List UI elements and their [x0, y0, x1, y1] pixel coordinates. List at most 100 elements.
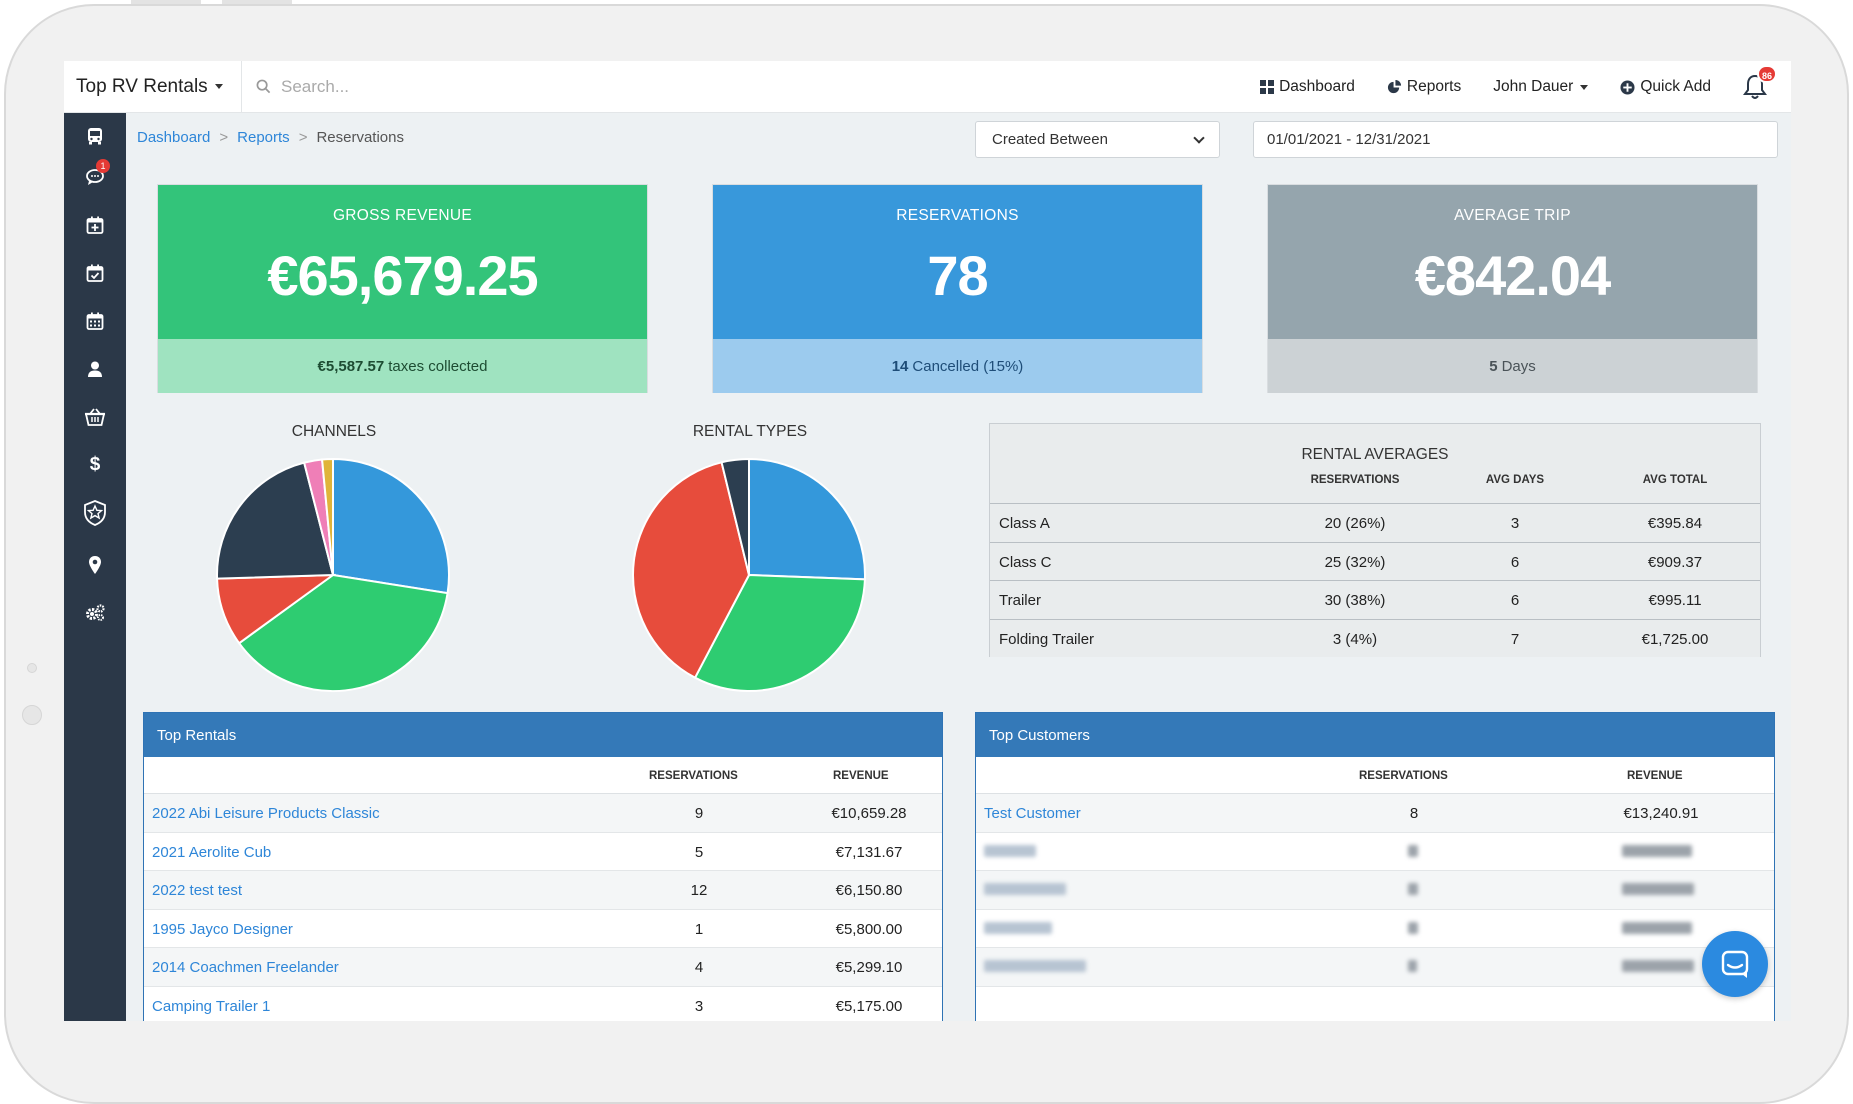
- rental-type-avg-total: €395.84: [1647, 515, 1703, 532]
- table-row: Trailer 30 (38%) 6 €995.11: [990, 580, 1760, 619]
- nav-reports-label: Reports: [1406, 78, 1462, 95]
- user-icon: [88, 361, 102, 377]
- rental-type-name: Class C: [999, 553, 1052, 571]
- notification-count-badge: 86: [1756, 65, 1777, 83]
- pie-slice[interactable]: [332, 457, 450, 595]
- column-header: AVG DAYS: [1485, 474, 1545, 486]
- top-rentals-body: 2022 Abi Leisure Products Classic 9 €10,…: [144, 794, 942, 1021]
- pie-slice[interactable]: [748, 457, 866, 581]
- breadcrumb-reports[interactable]: Reports: [237, 129, 290, 146]
- redacted-reservations: [1408, 844, 1418, 861]
- sidebar-item-confirmed[interactable]: [64, 253, 126, 293]
- table-row-redacted: [976, 910, 1774, 948]
- date-range-input[interactable]: [1253, 121, 1778, 158]
- sidebar-item-new-reservation[interactable]: [64, 205, 126, 245]
- sidebar-item-settings[interactable]: [64, 593, 126, 633]
- top-customers-title: Top Customers: [976, 713, 1774, 757]
- breadcrumb: Dashboard > Reports > Reservations: [137, 129, 404, 146]
- user-menu[interactable]: John Dauer: [1493, 78, 1589, 96]
- gross-revenue-card-top: GROSS REVENUE €65,679.25: [158, 185, 647, 339]
- pie-slice[interactable]: [693, 573, 866, 692]
- pie-chart-icon: [1387, 79, 1401, 93]
- redacted-customer-name[interactable]: [984, 921, 1052, 938]
- brand-dropdown[interactable]: Top RV Rentals: [64, 61, 242, 113]
- rental-type-name: Class A: [999, 515, 1050, 532]
- chevron-down-icon: [1193, 131, 1205, 144]
- rental-link[interactable]: 2022 test test: [152, 882, 243, 899]
- sidebar-item-calendar[interactable]: [64, 301, 126, 341]
- rental-type-reservations: 3 (4%): [1332, 630, 1378, 648]
- average-trip-value: €842.04: [1414, 244, 1611, 307]
- breadcrumb-dashboard[interactable]: Dashboard: [137, 129, 211, 146]
- grid-icon: [1260, 80, 1275, 94]
- rental-type-avg-days: 7: [1510, 630, 1520, 648]
- rental-link[interactable]: 1995 Jayco Designer: [152, 920, 293, 938]
- column-header: AVG TOTAL: [1642, 474, 1708, 486]
- sidebar-item-customers[interactable]: [64, 349, 126, 389]
- redacted-reservations: [1408, 882, 1418, 899]
- pie-slice[interactable]: [632, 461, 751, 680]
- rental-revenue: €10,659.28: [831, 805, 907, 822]
- calendar-plus-icon: [86, 216, 104, 234]
- channels-chart-title: CHANNELS: [291, 423, 377, 440]
- sidebar-item-store[interactable]: [64, 397, 126, 437]
- rental-type-avg-days: 6: [1510, 592, 1520, 609]
- sidebar-item-insurance[interactable]: [64, 493, 126, 533]
- messages-badge: 1: [96, 159, 110, 173]
- rental-averages-header: RESERVATIONS AVG DAYS AVG TOTAL: [990, 464, 1760, 494]
- nav-reports-link[interactable]: Reports: [1387, 78, 1461, 96]
- cancelled-label: Cancelled (15%): [912, 357, 1024, 375]
- redacted-reservations: [1408, 921, 1418, 938]
- column-header: REVENUE: [833, 770, 889, 782]
- reservations-card: RESERVATIONS 78 14 Cancelled (15%): [712, 184, 1203, 393]
- chat-launcher-button[interactable]: [1702, 931, 1768, 997]
- device-camera: [22, 705, 42, 725]
- pie-slice[interactable]: [237, 573, 449, 692]
- rental-link[interactable]: 2022 Abi Leisure Products Classic: [152, 805, 380, 822]
- date-type-value: Created Between: [992, 131, 1108, 148]
- breadcrumb-separator: >: [298, 129, 308, 146]
- gross-revenue-card: GROSS REVENUE €65,679.25 €5,587.57 taxes…: [157, 184, 648, 393]
- rental-reservations: 3: [694, 997, 704, 1015]
- cancelled-count: 14: [891, 357, 909, 375]
- rental-reservations: 4: [694, 959, 704, 976]
- search-input[interactable]: [281, 76, 781, 97]
- pie-slice[interactable]: [320, 457, 334, 576]
- brand-name: Top RV Rentals: [76, 75, 208, 97]
- rental-link[interactable]: 2014 Coachmen Freelander: [152, 959, 339, 976]
- search-box: [242, 61, 842, 113]
- redacted-customer-name[interactable]: [984, 882, 1066, 899]
- top-customers-header: RESERVATIONS REVENUE: [976, 757, 1774, 794]
- notifications-button[interactable]: 86: [1743, 65, 1777, 100]
- pie-slice[interactable]: [720, 457, 750, 576]
- column-header: RESERVATIONS: [649, 770, 738, 782]
- average-trip-card-top: AVERAGE TRIP €842.04: [1268, 185, 1757, 339]
- map-pin-icon: [89, 556, 101, 574]
- channels-pie-chart: [216, 457, 450, 692]
- breadcrumb-separator: >: [219, 129, 229, 146]
- redacted-customer-name[interactable]: [984, 959, 1086, 976]
- rental-revenue: €6,150.80: [835, 882, 903, 899]
- device-sensor: [27, 663, 37, 673]
- pie-slice[interactable]: [216, 461, 335, 580]
- sidebar-item-rentals[interactable]: [64, 116, 126, 156]
- caret-down-icon: [214, 84, 223, 89]
- table-row: 2021 Aerolite Cub 5 €7,131.67: [144, 833, 942, 871]
- sidebar-item-locations[interactable]: [64, 545, 126, 585]
- sidebar-item-messages[interactable]: 1: [64, 157, 126, 197]
- rental-revenue: €5,175.00: [835, 997, 903, 1015]
- rental-link[interactable]: Camping Trailer 1: [152, 997, 271, 1015]
- customer-link[interactable]: Test Customer: [984, 805, 1081, 822]
- user-name: John Dauer: [1493, 78, 1574, 95]
- quick-add-button[interactable]: Quick Add: [1620, 78, 1711, 96]
- redacted-reservations: [1408, 959, 1417, 976]
- top-rentals-title: Top Rentals: [144, 713, 942, 757]
- sidebar-item-payments[interactable]: $: [64, 445, 126, 485]
- date-type-select[interactable]: Created Between: [975, 121, 1220, 158]
- rental-reservations: 5: [694, 843, 704, 861]
- calendar-icon: [86, 312, 104, 330]
- rental-link[interactable]: 2021 Aerolite Cub: [152, 843, 272, 861]
- customer-revenue: €13,240.91: [1623, 805, 1699, 822]
- redacted-customer-name[interactable]: [984, 844, 1036, 861]
- nav-dashboard-link[interactable]: Dashboard: [1260, 78, 1355, 96]
